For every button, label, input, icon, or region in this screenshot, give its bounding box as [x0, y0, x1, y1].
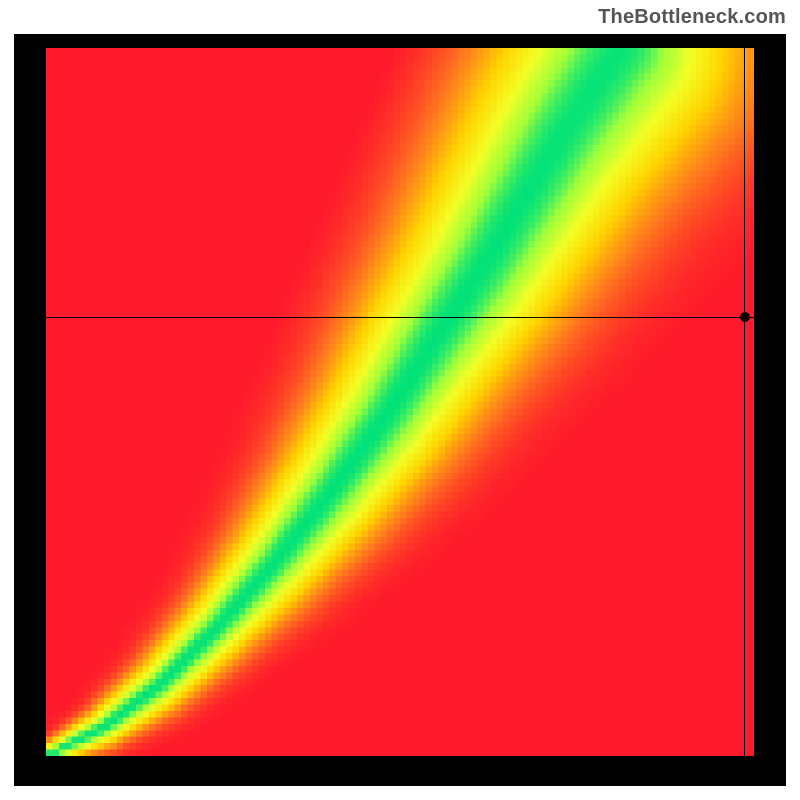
crosshair-vertical — [744, 48, 745, 756]
figure-frame — [14, 34, 786, 786]
attribution-text: TheBottleneck.com — [598, 6, 786, 29]
plot-area — [46, 48, 754, 756]
selection-marker — [740, 312, 750, 322]
bottleneck-heatmap — [46, 48, 754, 756]
crosshair-horizontal — [46, 317, 754, 318]
